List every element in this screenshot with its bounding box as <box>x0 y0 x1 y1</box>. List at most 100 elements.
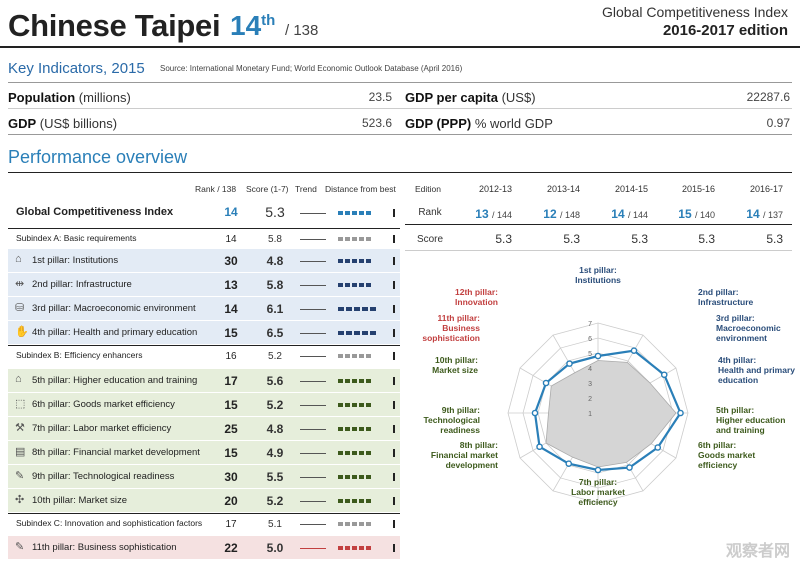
radar-axis-label-line: Innovation <box>455 297 498 307</box>
indicator-row: Subindex C: Innovation and sophisticatio… <box>8 513 400 533</box>
distance-end <box>393 401 395 409</box>
indicator-row: 8th pillar: Financial market development… <box>8 440 400 464</box>
distance-segment <box>354 331 360 335</box>
indicator-score: 5.0 <box>266 541 284 555</box>
radar-axis-label-line: development <box>446 460 499 470</box>
radar-axis-label-line: efficiency <box>698 460 737 470</box>
edition-score: 5.3 <box>631 232 648 246</box>
radar-point <box>566 360 573 367</box>
header-divider <box>0 46 800 48</box>
radar-axis-label-line: 1st pillar: <box>579 265 617 275</box>
distance-segment <box>359 499 364 503</box>
indicator-label: 11th pillar: Business sophistication <box>32 542 177 553</box>
indicator-score: 5.1 <box>268 519 282 530</box>
edition-rank-value: 14 <box>611 207 628 221</box>
radar-axis-label: 5th pillar: Higher education and training <box>716 405 785 435</box>
distance-segment <box>370 331 376 335</box>
rank-header: Rank / 138 <box>195 184 237 194</box>
distance-segment <box>366 475 371 479</box>
indicator-row: Subindex B: Efficiency enhancers 16 5.2 <box>8 345 400 365</box>
radar-tick-label: 3 <box>588 381 592 388</box>
indicator-row: 3rd pillar: Macroeconomic environment ⛁ 14… <box>8 296 400 320</box>
edition-rank-value: 15 <box>678 207 695 221</box>
distance-end <box>393 544 395 552</box>
distance-segment <box>359 237 364 241</box>
indicator-row: 10th pillar: Market size ✣ 20 5.2 <box>8 488 400 512</box>
trend-line <box>300 477 326 478</box>
distance-segment <box>366 259 371 263</box>
indicator-row: Global Competitiveness Index 14 5.3 <box>8 200 400 224</box>
radar-average-area <box>545 360 677 468</box>
indicator-score: 5.5 <box>266 470 284 484</box>
indicator-row: 1st pillar: Institutions ⌂ 30 4.8 <box>8 248 400 272</box>
radar-axis-label-line: 5th pillar: <box>716 405 754 415</box>
indicator-row: 6th pillar: Goods market efficiency ⬚ 15 5.… <box>8 392 400 416</box>
radar-tick-label: 4 <box>588 366 592 373</box>
indicator-rank: 30 <box>224 470 238 484</box>
distance-segment <box>345 283 350 287</box>
distance-segment <box>366 211 371 215</box>
distance-segment <box>338 379 343 383</box>
indicator-label: 2nd pillar: Infrastructure <box>32 279 132 290</box>
distance-end <box>393 377 395 385</box>
radar-axis-label-line: 4th pillar: <box>718 355 756 365</box>
distance-segment <box>366 522 371 526</box>
edition-rank-label: Rank <box>418 207 442 218</box>
distance-segment <box>338 522 343 526</box>
indicator-score: 5.3 <box>265 204 285 220</box>
distance-segment <box>366 499 371 503</box>
population-value: 23.5 <box>368 90 392 104</box>
trend-line <box>300 524 326 525</box>
radar-point <box>536 443 543 451</box>
key-indicators-source: Source: International Monetary Fund; Wor… <box>160 64 463 73</box>
edition-rank: 14 / 137 <box>731 205 783 223</box>
edition-rank-value: 13 <box>475 207 492 221</box>
distance-segment <box>352 546 357 550</box>
indicator-score: 5.8 <box>266 278 284 292</box>
radar-point <box>594 352 602 360</box>
gdp-per-capita-label: GDP per capita (US$) <box>405 90 536 105</box>
watermark: 观察者网 <box>725 543 790 560</box>
distance-segment <box>366 237 371 241</box>
distance-segment <box>366 451 371 455</box>
edition-score: 5.3 <box>495 232 512 246</box>
trend-line <box>300 429 326 430</box>
indicator-row: 7th pillar: Labor market efficiency ⚒ 25 4.… <box>8 416 400 440</box>
radar-axis-label: 6th pillar: Goods market efficiency <box>698 440 755 470</box>
distance-segment <box>352 522 357 526</box>
radar-axis-label-line: education <box>718 375 758 385</box>
radar-point <box>594 466 602 474</box>
distance-segment <box>338 237 343 241</box>
distance-segment <box>338 499 343 503</box>
distance-segment <box>359 354 364 358</box>
indicator-label: 10th pillar: Market size <box>32 495 128 506</box>
trend-line <box>300 548 326 549</box>
trend-line <box>300 501 326 502</box>
distance-segment <box>352 211 357 215</box>
distance-segment <box>359 283 364 287</box>
pillar-icon: ⚒ <box>15 422 25 434</box>
indicator-rank: 14 <box>224 205 238 219</box>
distance-segment <box>345 379 350 383</box>
trend-line <box>300 381 326 382</box>
edition-rank: 12 / 148 <box>528 205 580 223</box>
indicator-score: 4.8 <box>266 254 284 268</box>
indicator-row: 11th pillar: Business sophistication ✎ 22 5… <box>8 535 400 559</box>
radar-tick-label: 1 <box>588 411 592 418</box>
distance-segment <box>366 403 371 407</box>
divider <box>8 134 792 135</box>
indicator-rank: 22 <box>224 541 238 555</box>
radar-axis-label-line: Technological <box>423 415 480 425</box>
rank-total: / 138 <box>285 22 319 39</box>
radar-axis-label-line: environment <box>716 333 767 343</box>
distance-segment <box>345 259 350 263</box>
distance-segment <box>345 237 350 241</box>
radar-axis-label-line: sophistication <box>422 333 480 343</box>
distance-segment <box>338 259 343 263</box>
indicator-label: Subindex A: Basic requirements <box>16 233 137 243</box>
pillar-icon: ▤ <box>15 446 26 458</box>
trend-line <box>300 213 326 214</box>
radar-axis-label: 1st pillar: Institutions <box>575 265 621 285</box>
distance-end <box>393 209 395 217</box>
radar-axis-label: 11th pillar: Business sophistication <box>422 313 480 343</box>
